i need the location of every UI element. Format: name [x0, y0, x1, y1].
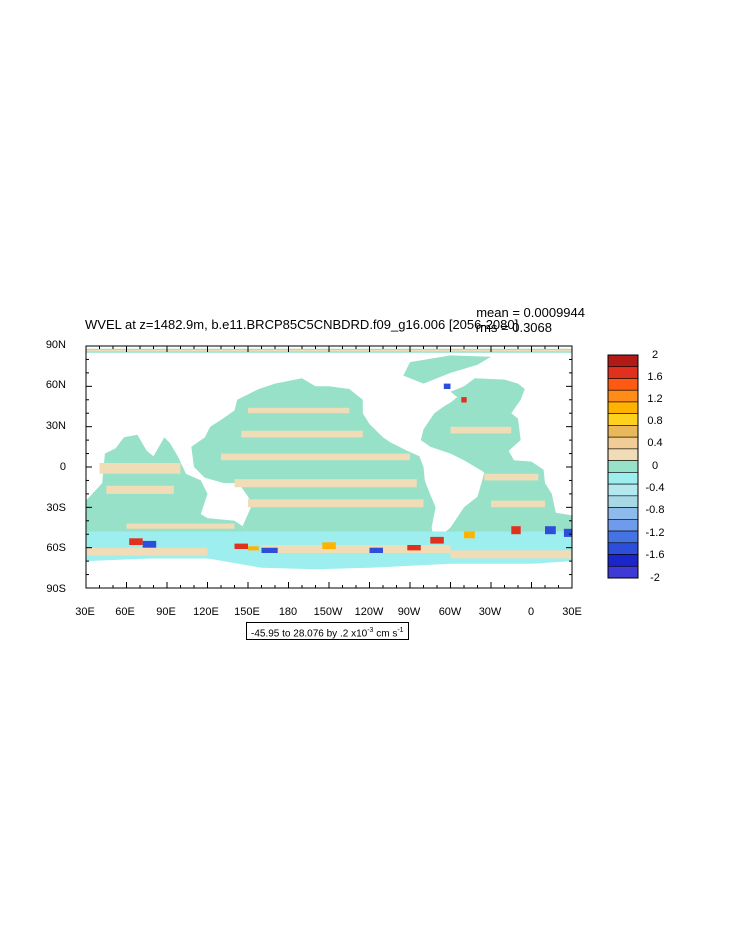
range-text: -45.95 to 28.076 by .2 x10 [251, 628, 368, 640]
plot-title: WVEL at z=1482.9m, b.e11.BRCP85C5CNBDRD.… [85, 317, 519, 332]
lon-label-60e: 60E [115, 606, 135, 618]
colorbar-label-neg2: -2 [650, 572, 660, 584]
lat-label-60s: 60S [46, 542, 66, 554]
baffin-region [403, 355, 491, 384]
colorbar-swatch [607, 448, 639, 461]
margin-feature-11 [545, 526, 556, 535]
contour-range-note: -45.95 to 28.076 by .2 x10-3 cm s-1 [246, 622, 409, 640]
colorbar-swatch [607, 542, 639, 555]
tan-band-5 [241, 430, 363, 438]
pacific-ocean [191, 378, 437, 559]
colorbar-label-0: 0 [651, 460, 659, 472]
margin-feature-4 [261, 547, 278, 553]
margin-feature-3 [248, 546, 259, 551]
mean-stat: mean = 0.0009944 [476, 305, 585, 320]
lon-label-30e-right: 30E [562, 606, 582, 618]
range-exponent: -3 [367, 627, 374, 634]
margin-feature-10 [511, 526, 521, 535]
margin-feature-2 [234, 543, 248, 549]
colorbar-swatch [607, 378, 639, 391]
colorbar-label-1.6: 1.6 [647, 371, 663, 383]
tan-band-8 [484, 473, 539, 481]
tan-band-6 [248, 407, 350, 414]
colorbar-swatch [607, 507, 639, 520]
tan-band-7 [450, 426, 512, 434]
margin-feature-5 [322, 542, 336, 549]
lat-label-30s: 30S [46, 502, 66, 514]
lon-label-30w: 30W [478, 606, 502, 618]
margin-feature-9 [464, 531, 475, 539]
lon-label-150e: 150E [234, 606, 260, 618]
margin-feature-0 [129, 538, 143, 545]
colorbar-label-2: 2 [651, 349, 659, 361]
margin-feature-14 [461, 397, 467, 403]
margin-feature-12 [563, 528, 572, 537]
colorbar-label-1.2: 1.2 [647, 393, 663, 405]
margin-feature-8 [430, 536, 444, 544]
lon-label-30e-left: 30E [75, 606, 95, 618]
lon-label-180: 180 [278, 606, 298, 618]
tan-band-12 [450, 550, 572, 559]
lon-label-90e: 90E [156, 606, 176, 618]
lon-label-60w: 60W [438, 606, 462, 618]
colorbar-swatch [607, 389, 639, 403]
colorbar-swatch [607, 366, 639, 379]
colorbar-swatch [607, 495, 639, 508]
colorbar-label-neg1.6: -1.6 [645, 549, 665, 561]
lon-label-90w: 90W [397, 606, 421, 618]
margin-feature-1 [142, 540, 157, 548]
colorbar-label-0.4: 0.4 [647, 437, 663, 449]
tan-band-9 [491, 500, 545, 508]
tan-band-3 [221, 453, 410, 461]
lat-label-60n: 60N [45, 379, 66, 391]
lon-label-150w: 150W [313, 606, 343, 618]
lon-label-120e: 120E [193, 606, 219, 618]
colorbar-swatch [607, 472, 639, 485]
tan-band-2 [248, 499, 424, 508]
colorbar-label-neg0.8: -0.8 [645, 504, 665, 516]
range-units: cm s [373, 628, 398, 640]
colorbar-swatch [607, 436, 639, 450]
lon-label-0: 0 [527, 606, 535, 618]
colorbar-label-0.8: 0.8 [647, 415, 663, 427]
margin-feature-13 [443, 383, 451, 389]
colorbar-swatch [607, 519, 639, 532]
colorbar-swatch [607, 530, 639, 544]
tan-band-13 [126, 523, 235, 529]
lat-label-eq: 0 [59, 461, 66, 473]
tan-band-0 [99, 463, 181, 474]
colorbar-swatch [607, 401, 639, 414]
colorbar-frame [607, 354, 639, 579]
rms-stat: rms = 0.3068 [475, 320, 552, 335]
colorbar-swatch [607, 460, 639, 473]
tan-band-4 [234, 479, 417, 488]
atlantic-ocean [420, 378, 572, 559]
range-units-exponent: -1 [397, 627, 404, 634]
tan-band-11 [261, 545, 451, 553]
colorbar-label-neg1.2: -1.2 [645, 527, 665, 539]
lat-label-90s: 90S [46, 583, 66, 595]
lat-label-90n: 90N [45, 339, 66, 351]
tan-band-10 [86, 547, 208, 556]
lon-label-120w: 120W [354, 606, 384, 618]
colorbar-swatch [607, 483, 639, 497]
lat-label-30n: 30N [45, 420, 66, 432]
colorbar-swatch [607, 413, 639, 426]
colorbar-swatch [607, 354, 639, 368]
colorbar-swatch [607, 554, 639, 567]
colorbar-swatch [607, 425, 639, 438]
colorbar-label-neg0.4: -0.4 [645, 482, 665, 494]
margin-feature-6 [369, 547, 383, 553]
colorbar-swatch [607, 565, 639, 579]
margin-feature-7 [407, 545, 421, 551]
tan-band-1 [106, 485, 174, 494]
